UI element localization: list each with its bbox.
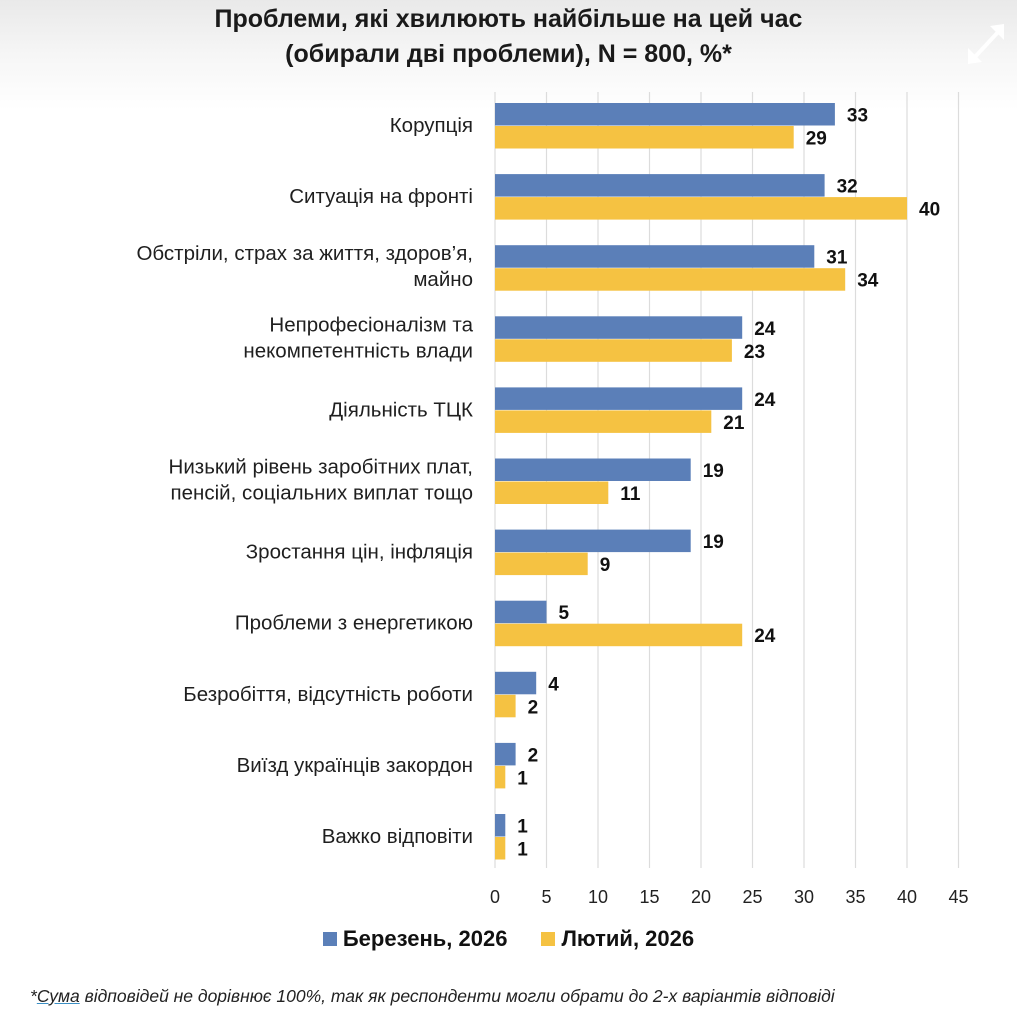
legend-label-february: Лютий, 2026 xyxy=(561,926,695,951)
footnote-text: відповідей не дорівнює 100%, так як респ… xyxy=(79,986,835,1006)
category-label: Непрофесіоналізм та xyxy=(269,313,473,336)
value-label: 34 xyxy=(857,271,879,292)
category-label: Ситуація на фронті xyxy=(289,185,473,208)
legend-label-march: Березень, 2026 xyxy=(342,926,508,951)
chart-title-line-1: Проблеми, які хвилюють найбільше на цей … xyxy=(214,5,803,33)
bar-march xyxy=(495,814,506,837)
legend-swatch-march xyxy=(322,932,337,946)
legend-swatch-february xyxy=(541,932,556,946)
value-label: 2 xyxy=(528,745,539,766)
bar-march xyxy=(495,103,835,126)
value-label: 24 xyxy=(754,319,776,340)
bar-february xyxy=(495,765,506,789)
bar-march xyxy=(495,174,825,197)
value-label: 1 xyxy=(517,840,528,861)
footnote: *Сума відповідей не дорівнює 100%, так я… xyxy=(30,986,1010,1007)
value-label: 2 xyxy=(528,697,539,718)
x-tick-label: 20 xyxy=(691,887,711,907)
bar-march xyxy=(495,600,547,624)
value-label: 24 xyxy=(754,626,776,647)
category-label: Зростання цін, інфляція xyxy=(246,541,473,564)
category-label: майно xyxy=(413,268,473,291)
value-label: 9 xyxy=(600,555,611,576)
x-tick-label: 45 xyxy=(948,887,968,907)
x-tick-label: 15 xyxy=(639,887,659,907)
chart-legend: Березень, 2026 Лютий, 2026 xyxy=(0,926,1017,952)
x-tick-label: 35 xyxy=(845,887,865,907)
bar-february xyxy=(495,694,516,718)
bar-chart: 0 5 10 15 20 25 30 35 40 453329Корупція3240Ситуац… xyxy=(136,92,969,907)
chart-title: Проблеми, які хвилюють найбільше на цей … xyxy=(0,2,1017,72)
bar-march xyxy=(495,742,516,766)
x-tick-label: 40 xyxy=(897,887,917,907)
value-label: 4 xyxy=(548,674,559,695)
value-label: 23 xyxy=(744,342,765,363)
bar-february xyxy=(495,410,712,433)
footnote-prefix: * xyxy=(30,986,37,1006)
legend-item-february: Лютий, 2026 xyxy=(541,926,694,952)
bar-march xyxy=(495,387,743,410)
value-label: 29 xyxy=(806,129,827,150)
bar-february xyxy=(495,623,743,647)
category-label: пенсій, соціальних виплат тощо xyxy=(171,482,473,505)
value-label: 32 xyxy=(837,177,858,198)
category-label: Корупція xyxy=(390,114,473,137)
value-label: 40 xyxy=(919,200,940,221)
value-label: 24 xyxy=(754,390,776,411)
value-label: 19 xyxy=(703,461,724,482)
category-label: Безробіття, відсутність роботи xyxy=(183,683,473,706)
bar-february xyxy=(495,481,609,504)
value-label: 33 xyxy=(847,106,868,127)
value-label: 11 xyxy=(620,484,641,505)
value-label: 1 xyxy=(517,817,528,838)
value-label: 21 xyxy=(723,413,745,434)
value-label: 31 xyxy=(826,248,848,269)
chart-title-line-2: (обирали дві проблеми), N = 800, %* xyxy=(285,40,732,68)
value-label: 5 xyxy=(559,603,570,624)
x-tick-label: 30 xyxy=(794,887,814,907)
bar-february xyxy=(495,268,846,291)
bar-february xyxy=(495,339,732,362)
header-background xyxy=(0,0,1017,110)
category-label: Низький рівень заробітних плат, xyxy=(169,456,473,479)
category-label: Діяльність ТЦК xyxy=(329,398,473,421)
legend-item-march: Березень, 2026 xyxy=(322,926,508,952)
category-label: Важко відповіти xyxy=(322,825,473,848)
x-tick-label: 0 xyxy=(490,887,500,907)
bar-february xyxy=(495,126,794,149)
x-tick-label: 5 xyxy=(541,887,551,907)
value-label: 19 xyxy=(703,532,724,553)
expand-arrows-icon[interactable] xyxy=(960,16,1012,72)
bar-march xyxy=(495,458,691,481)
bar-march xyxy=(495,245,815,268)
category-label: Виїзд українців закордон xyxy=(237,754,473,777)
bar-march xyxy=(495,671,537,695)
bar-february xyxy=(495,197,907,220)
bar-february xyxy=(495,837,506,860)
value-label: 1 xyxy=(517,768,528,789)
x-tick-label: 10 xyxy=(588,887,608,907)
bar-march xyxy=(495,529,691,553)
category-label: Проблеми з енергетикою xyxy=(235,612,473,635)
category-label: Обстріли, страх за життя, здоров’я, xyxy=(136,242,473,265)
category-label: некомпетентність влади xyxy=(243,339,473,362)
footnote-underlined-word: Сума xyxy=(36,986,80,1006)
x-tick-label: 25 xyxy=(742,887,762,907)
bar-february xyxy=(495,552,588,576)
bar-march xyxy=(495,316,743,339)
